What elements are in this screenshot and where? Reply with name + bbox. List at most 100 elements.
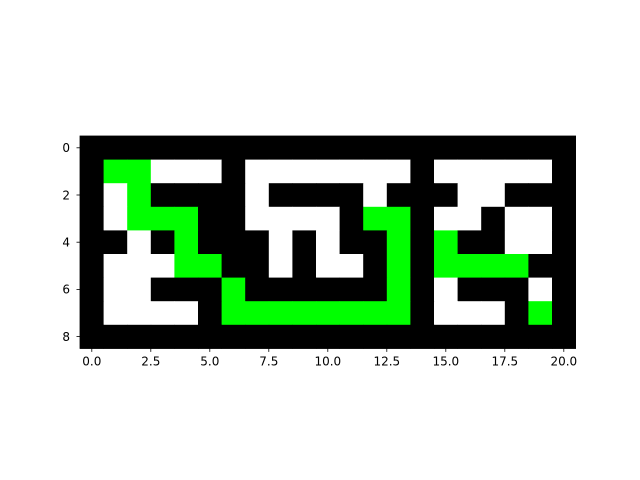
y-tick-label: 6 — [62, 283, 70, 297]
maze-cell-wall — [339, 277, 364, 302]
maze-cell-open — [457, 159, 482, 184]
maze-cell-open — [127, 254, 152, 278]
maze-cell-wall — [103, 324, 128, 349]
maze-cell-wall — [292, 324, 317, 349]
maze-cell-path — [103, 159, 128, 184]
maze-cell-wall — [504, 324, 529, 349]
maze-cell-wall — [292, 254, 317, 278]
maze-cell-path — [386, 301, 411, 326]
maze-cell-path — [528, 301, 553, 326]
maze-cell-path — [434, 254, 458, 278]
maze-cell-wall — [434, 136, 458, 160]
maze-cell-wall — [386, 183, 411, 208]
maze-cell-open — [481, 159, 506, 184]
maze-cell-path — [174, 230, 199, 255]
x-tick-label: 15.0 — [432, 354, 459, 368]
maze-cell-wall — [528, 136, 553, 160]
maze-cell-wall — [268, 183, 293, 208]
maze-cell-wall — [410, 301, 435, 326]
x-tick-label: 5.0 — [200, 354, 219, 368]
maze-cell-wall — [363, 136, 388, 160]
maze-cell-open — [434, 301, 458, 326]
maze-cell-open — [103, 254, 128, 278]
maze-cell-wall — [292, 183, 317, 208]
maze-cell-wall — [552, 277, 576, 302]
maze-cell-open — [316, 230, 340, 255]
maze-grid — [80, 136, 576, 349]
maze-cell-path — [221, 301, 246, 326]
x-tick-label: 17.5 — [491, 354, 518, 368]
maze-cell-wall — [80, 230, 104, 255]
maze-cell-wall — [410, 183, 435, 208]
x-tick-label: 7.5 — [259, 354, 278, 368]
x-tick-label: 2.5 — [141, 354, 160, 368]
maze-cell-wall — [457, 277, 482, 302]
maze-cell-wall — [150, 136, 175, 160]
maze-cell-wall — [457, 230, 482, 255]
maze-cell-open — [528, 159, 553, 184]
maze-cell-open — [434, 277, 458, 302]
maze-cell-wall — [552, 136, 576, 160]
maze-cell-wall — [434, 183, 458, 208]
maze-cell-wall — [127, 324, 152, 349]
maze-cell-path — [363, 206, 388, 231]
maze-cell-wall — [410, 254, 435, 278]
maze-cell-open — [528, 206, 553, 231]
maze-cell-wall — [386, 136, 411, 160]
maze-cell-open — [316, 159, 340, 184]
maze-cell-wall — [410, 277, 435, 302]
maze-cell-open — [268, 230, 293, 255]
maze-cell-path — [292, 301, 317, 326]
maze-cell-open — [127, 230, 152, 255]
maze-cell-wall — [457, 324, 482, 349]
maze-cell-wall — [268, 136, 293, 160]
maze-cell-open — [504, 206, 529, 231]
maze-cell-wall — [457, 136, 482, 160]
maze-cell-open — [292, 159, 317, 184]
x-tick-label: 0.0 — [82, 354, 101, 368]
maze-cell-wall — [245, 277, 270, 302]
maze-cell-wall — [245, 136, 270, 160]
maze-cell-open — [198, 159, 222, 184]
maze-cell-path — [434, 230, 458, 255]
maze-cell-wall — [221, 206, 246, 231]
maze-cell-wall — [552, 230, 576, 255]
maze-cell-open — [363, 159, 388, 184]
maze-cell-wall — [481, 230, 506, 255]
maze-cell-wall — [434, 324, 458, 349]
maze-cell-wall — [410, 230, 435, 255]
maze-cell-wall — [339, 230, 364, 255]
maze-cell-wall — [363, 324, 388, 349]
maze-cell-path — [386, 206, 411, 231]
maze-cell-open — [504, 159, 529, 184]
maze-cell-path — [127, 206, 152, 231]
maze-cell-open — [292, 206, 317, 231]
maze-cell-wall — [245, 230, 270, 255]
maze-cell-wall — [504, 136, 529, 160]
maze-cell-wall — [528, 324, 553, 349]
maze-cell-wall — [80, 183, 104, 208]
maze-cell-wall — [198, 183, 222, 208]
maze-cell-wall — [316, 136, 340, 160]
maze-cell-open — [103, 277, 128, 302]
maze-cell-wall — [339, 136, 364, 160]
maze-cell-wall — [150, 277, 175, 302]
maze-cell-wall — [80, 206, 104, 231]
maze-cell-open — [150, 301, 175, 326]
maze-cell-wall — [552, 324, 576, 349]
maze-cell-wall — [221, 159, 246, 184]
maze-cell-path — [245, 301, 270, 326]
maze-cell-open — [434, 206, 458, 231]
maze-cell-open — [268, 206, 293, 231]
maze-cell-open — [103, 301, 128, 326]
maze-cell-wall — [292, 230, 317, 255]
maze-cell-open — [481, 301, 506, 326]
y-tick-label: 0 — [62, 141, 70, 155]
maze-cell-open — [504, 230, 529, 255]
maze-cell-path — [386, 254, 411, 278]
maze-cell-wall — [316, 183, 340, 208]
maze-cell-wall — [198, 230, 222, 255]
x-axis: 0.0 2.5 5.0 7.5 10.0 12.5 15.0 17.5 20.0 — [82, 348, 577, 368]
maze-cell-wall — [410, 324, 435, 349]
maze-cell-wall — [410, 206, 435, 231]
